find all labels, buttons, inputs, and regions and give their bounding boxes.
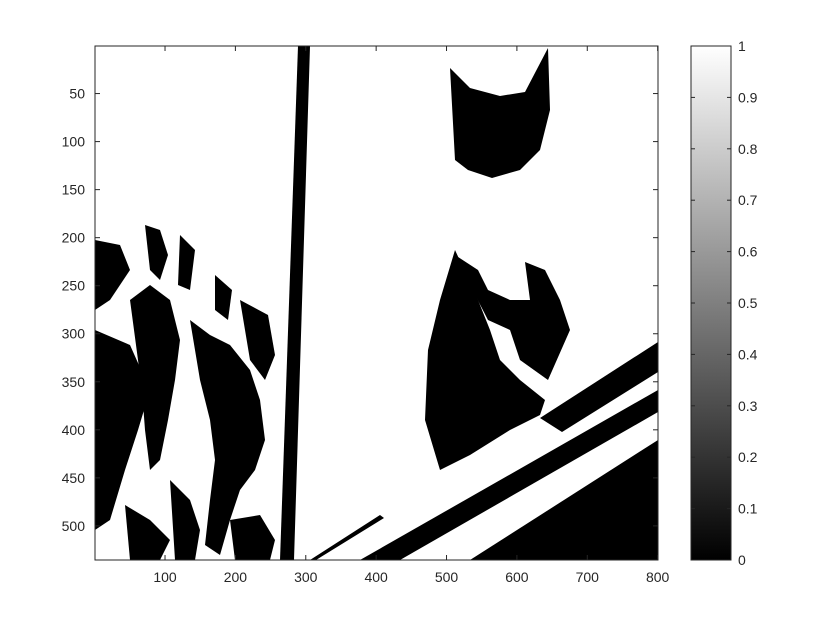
- y-tick-label: 200: [62, 230, 86, 246]
- x-tick-label: 400: [364, 569, 388, 585]
- y-tick-label: 450: [62, 470, 86, 486]
- colorbar-tick-label: 0.9: [738, 89, 758, 105]
- colorbar-tick-label: 0.7: [738, 192, 758, 208]
- y-tick-label: 250: [62, 278, 86, 294]
- cat-face-marks: [478, 118, 527, 173]
- y-axis-ticks: 50 100 150 200 250 300 350 400 450 500: [62, 86, 658, 534]
- y-tick-label: 500: [62, 518, 86, 534]
- cat-shadow-region: [425, 250, 545, 470]
- image-plot: [95, 46, 658, 560]
- colorbar-tick-label: 0: [738, 552, 746, 568]
- x-tick-label: 800: [646, 569, 670, 585]
- colorbar-tick-label: 0.2: [738, 449, 758, 465]
- colorbar-tick-label: 0.4: [738, 346, 758, 362]
- roof-line-thin: [310, 515, 384, 560]
- x-tick-label: 500: [435, 569, 459, 585]
- colorbar: [690, 45, 732, 561]
- colorbar-tick-label: 0.1: [738, 501, 758, 517]
- colorbar-tick-label: 0.6: [738, 244, 758, 260]
- pole-region: [280, 46, 310, 560]
- colorbar-tick-label: 1: [738, 38, 746, 54]
- cat-body-region: [450, 48, 550, 178]
- colorbar-tick-label: 0.8: [738, 141, 758, 157]
- roof-beam-main: [360, 390, 658, 560]
- x-tick-label: 100: [153, 569, 177, 585]
- y-tick-label: 150: [62, 182, 86, 198]
- x-tick-label: 600: [505, 569, 529, 585]
- y-tick-label: 350: [62, 374, 86, 390]
- roof-beam-upper: [540, 342, 658, 432]
- colorbar-ticks: 0 0.1 0.2 0.3 0.4 0.5 0.6 0.7 0.8 0.9 1: [691, 38, 758, 568]
- y-tick-label: 100: [62, 134, 86, 150]
- foliage-region: [95, 225, 275, 560]
- x-tick-label: 200: [224, 569, 248, 585]
- y-tick-label: 300: [62, 326, 86, 342]
- y-tick-label: 50: [69, 86, 85, 102]
- x-tick-label: 300: [294, 569, 318, 585]
- x-axis-ticks: 100 200 300 400 500 600 700 800: [153, 46, 670, 585]
- colorbar-tick-label: 0.3: [738, 398, 758, 414]
- x-tick-label: 700: [576, 569, 600, 585]
- roof-beam-lower: [470, 440, 658, 560]
- colorbar-tick-label: 0.5: [738, 295, 758, 311]
- y-tick-label: 400: [62, 422, 86, 438]
- image-background: [95, 46, 658, 560]
- cat-lower-body-region: [455, 255, 570, 380]
